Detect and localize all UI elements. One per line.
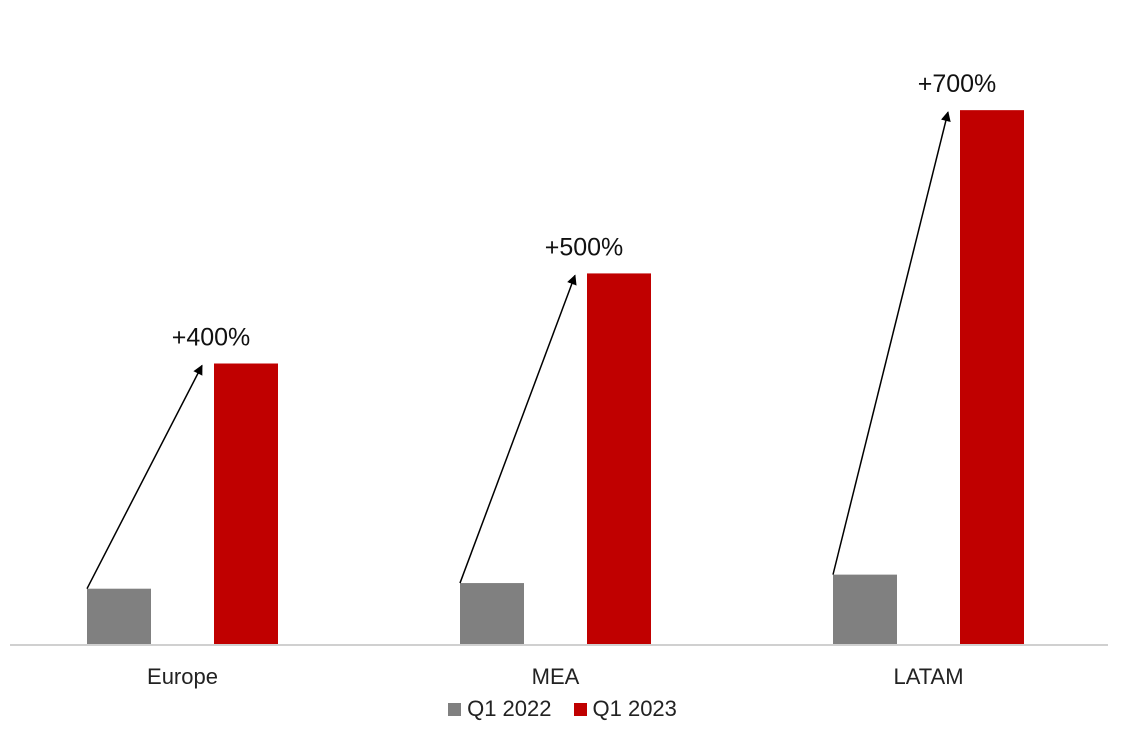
bar-latam-q1-2023 bbox=[960, 110, 1024, 645]
category-label-europe: Europe bbox=[147, 664, 218, 689]
legend-item-q1-2022: Q1 2022 bbox=[448, 696, 552, 722]
category-label-mea: MEA bbox=[532, 664, 580, 689]
growth-arrow-mea bbox=[459, 274, 577, 584]
growth-arrow-europe bbox=[86, 364, 203, 590]
growth-label-europe: +400% bbox=[172, 324, 251, 352]
category-label-latam: LATAM bbox=[893, 664, 963, 689]
legend-swatch-q1-2023 bbox=[573, 702, 587, 716]
bar-europe-q1-2022 bbox=[87, 588, 151, 645]
legend: Q1 2022 Q1 2023 bbox=[0, 694, 1125, 724]
bar-latam-q1-2022 bbox=[833, 574, 897, 645]
legend-label-q1-2022: Q1 2022 bbox=[467, 696, 552, 721]
legend-label-q1-2023: Q1 2023 bbox=[592, 696, 677, 721]
legend-swatch-q1-2022 bbox=[448, 702, 462, 716]
bar-mea-q1-2023 bbox=[587, 273, 651, 645]
legend-item-q1-2023: Q1 2023 bbox=[573, 696, 677, 722]
growth-arrow-latam bbox=[832, 111, 951, 575]
growth-label-mea: +500% bbox=[545, 233, 624, 261]
growth-label-latam: +700% bbox=[918, 70, 997, 98]
bar-europe-q1-2023 bbox=[214, 363, 278, 645]
bar-mea-q1-2022 bbox=[460, 583, 524, 645]
